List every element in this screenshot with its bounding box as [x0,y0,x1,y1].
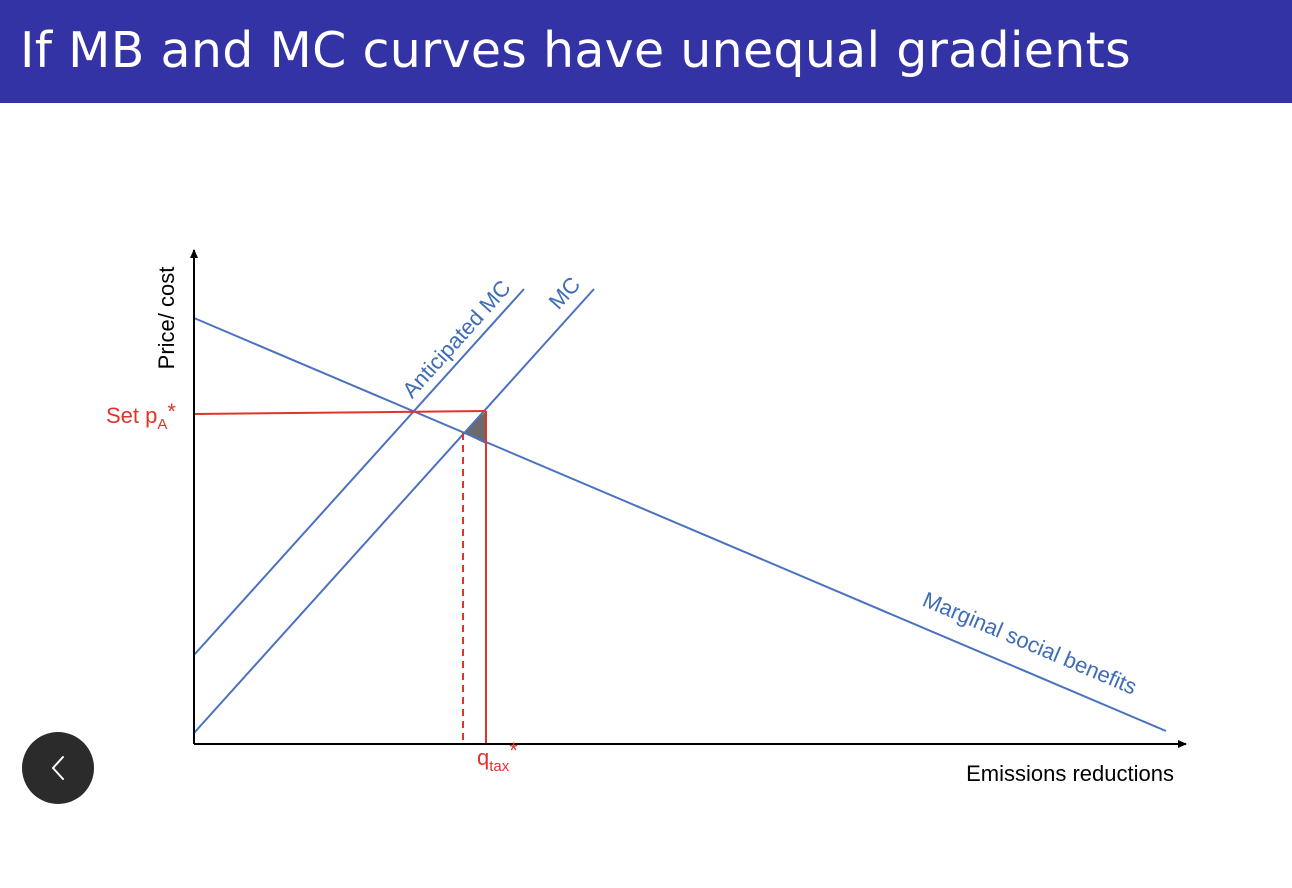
anticipated-mc-curve [193,288,525,656]
title-bar: If MB and MC curves have unequal gradien… [0,0,1292,103]
anticipated-mc-label: Anticipated MC [397,275,515,403]
chevron-left-icon [52,756,64,780]
mc-label: MC [544,272,586,314]
tax-quantity-label-main: q [477,745,489,770]
mc-curve [193,288,595,734]
tax-quantity-label: qtax* [477,738,518,775]
set-price-label: Set pA* [106,399,176,433]
set-price-label-main: Set p [106,403,157,428]
y-axis-label: Price/ cost [154,267,179,370]
set-price-label-subscript: A [157,416,167,433]
tax-quantity-label-subscript: tax [489,758,510,775]
back-button[interactable] [22,732,94,804]
marginal-social-benefits-curve [193,317,1167,732]
slide-title: If MB and MC curves have unequal gradien… [20,22,1131,79]
x-axis-label: Emissions reductions [966,761,1174,786]
tax-quantity-label-star: * [509,738,518,763]
msb-label: Marginal social benefits [919,587,1140,700]
deadweight-loss-triangle [463,411,486,444]
set-price-line [193,410,487,415]
set-price-label-star: * [167,399,176,424]
